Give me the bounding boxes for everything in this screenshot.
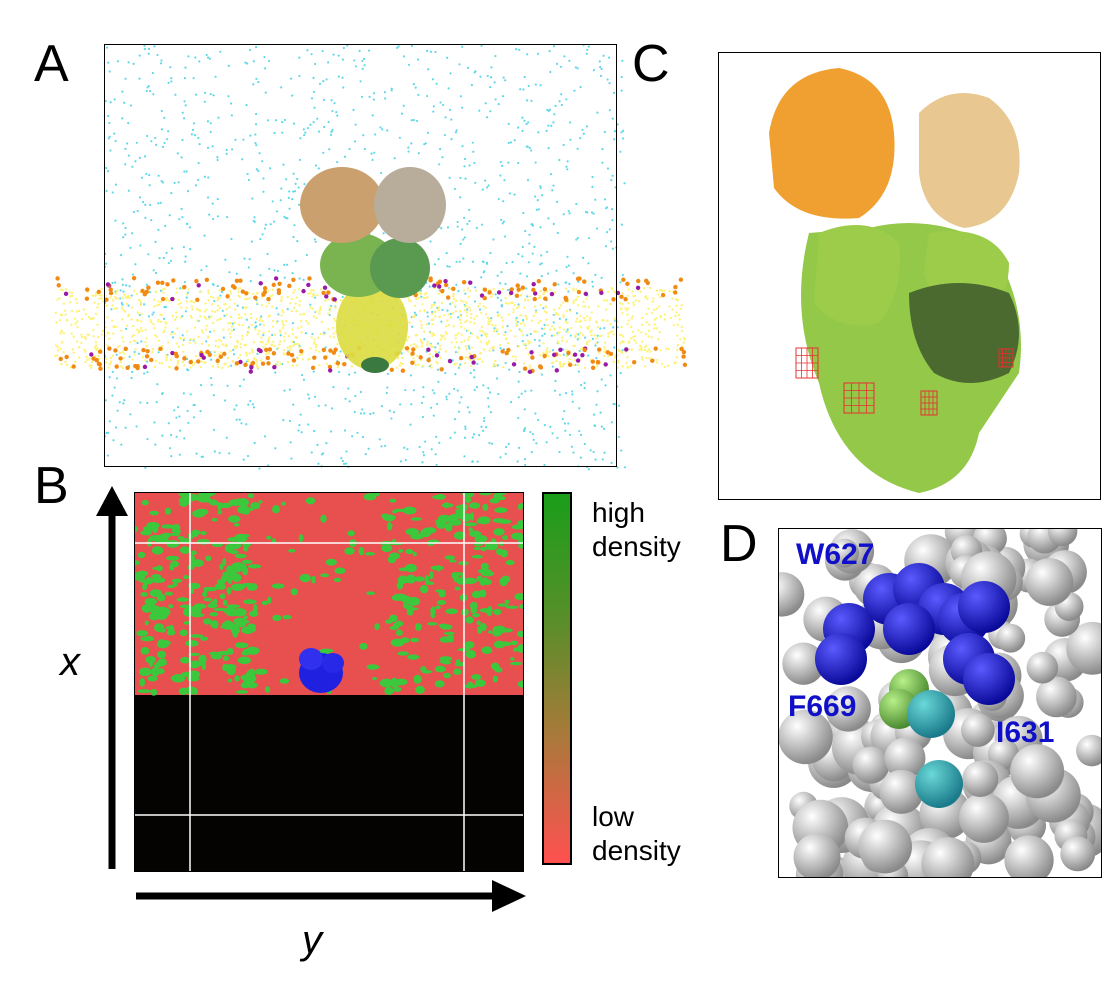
x-axis-label: x xyxy=(60,640,80,684)
legend-low-line1: low xyxy=(592,801,635,832)
lipid-bilayer xyxy=(54,275,688,375)
y-axis-arrow xyxy=(136,880,526,912)
panel-d-box xyxy=(778,528,1102,878)
residue-blue-atoms xyxy=(815,563,1015,705)
density-patches xyxy=(135,493,523,696)
residue-spheres-image xyxy=(779,529,1101,877)
legend-high-label: high density xyxy=(592,496,681,564)
residue-cyan-atoms xyxy=(907,690,963,808)
legend-high-line2: density xyxy=(592,531,681,562)
residue-label-i631: I631 xyxy=(996,716,1055,749)
panel-a-letter: A xyxy=(34,35,69,93)
x-axis-arrow xyxy=(96,486,128,869)
legend-low-line2: density xyxy=(592,835,681,866)
residue-label-w627: W627 xyxy=(796,538,875,571)
legend-low-label: low density xyxy=(592,800,681,868)
protein-surface-image xyxy=(769,68,1021,493)
density-color-scale xyxy=(542,492,572,865)
panel-a-box xyxy=(104,44,617,467)
panel-a-simulation-image xyxy=(54,43,688,471)
y-axis-label: y xyxy=(302,918,322,962)
density-map-image xyxy=(135,493,523,871)
density-mesh xyxy=(795,347,1014,416)
protein-model xyxy=(300,167,446,373)
panel-d-letter: D xyxy=(720,515,758,573)
panel-c-letter: C xyxy=(632,35,670,93)
residue-label-f669: F669 xyxy=(788,690,857,723)
panel-b-letter: B xyxy=(34,457,69,515)
ligand-blob xyxy=(299,648,344,693)
panel-b-density-map xyxy=(134,492,524,872)
legend-high-line1: high xyxy=(592,497,645,528)
panel-c-box xyxy=(718,52,1101,500)
